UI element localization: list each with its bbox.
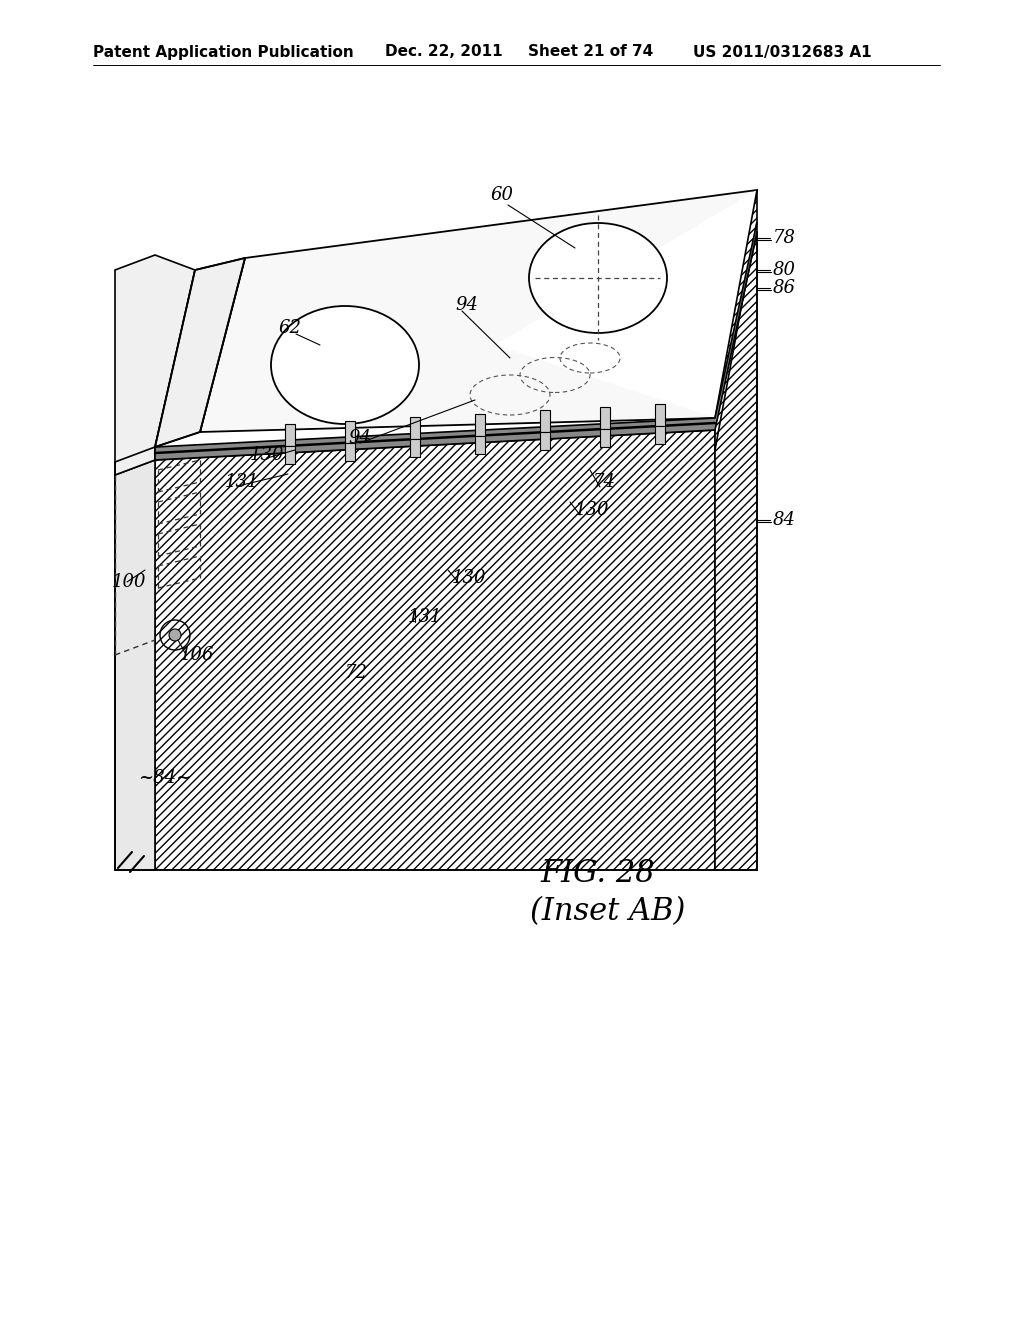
Polygon shape	[540, 432, 550, 450]
Text: 78: 78	[773, 228, 796, 247]
Text: 84: 84	[773, 511, 796, 529]
Polygon shape	[715, 232, 757, 870]
Polygon shape	[540, 411, 550, 432]
Text: (Inset AB): (Inset AB)	[530, 896, 685, 928]
Text: 80: 80	[773, 261, 796, 279]
Ellipse shape	[529, 223, 667, 333]
Polygon shape	[115, 459, 155, 870]
Text: 94: 94	[455, 296, 478, 314]
Polygon shape	[600, 407, 610, 429]
Polygon shape	[345, 421, 355, 442]
Text: ~84~: ~84~	[138, 770, 191, 787]
Polygon shape	[345, 442, 355, 461]
Text: Dec. 22, 2011: Dec. 22, 2011	[385, 45, 503, 59]
Text: 131: 131	[225, 473, 259, 491]
Text: 130: 130	[452, 569, 486, 587]
Ellipse shape	[271, 306, 419, 424]
Polygon shape	[715, 190, 757, 450]
Text: 100: 100	[112, 573, 146, 591]
Text: 86: 86	[773, 279, 796, 297]
Text: 130: 130	[575, 502, 609, 519]
Text: 74: 74	[593, 473, 616, 491]
Text: 62: 62	[278, 319, 301, 337]
Polygon shape	[410, 417, 420, 440]
Polygon shape	[410, 440, 420, 457]
Polygon shape	[285, 446, 295, 463]
Polygon shape	[655, 404, 665, 426]
Polygon shape	[155, 222, 757, 459]
Polygon shape	[155, 430, 715, 870]
Text: 60: 60	[490, 186, 513, 205]
Text: 106: 106	[180, 645, 214, 664]
Text: FIG. 28: FIG. 28	[540, 858, 654, 888]
Text: US 2011/0312683 A1: US 2011/0312683 A1	[693, 45, 871, 59]
Text: Patent Application Publication: Patent Application Publication	[93, 45, 353, 59]
Text: 94: 94	[348, 429, 371, 447]
Polygon shape	[495, 190, 757, 418]
Polygon shape	[475, 413, 485, 436]
Polygon shape	[155, 257, 245, 447]
Text: 131: 131	[408, 609, 442, 626]
Polygon shape	[475, 436, 485, 454]
Circle shape	[169, 630, 181, 642]
Text: 130: 130	[250, 446, 285, 465]
Text: 72: 72	[345, 664, 368, 682]
Polygon shape	[200, 190, 757, 432]
Text: Sheet 21 of 74: Sheet 21 of 74	[528, 45, 653, 59]
Polygon shape	[655, 426, 665, 444]
Polygon shape	[600, 429, 610, 447]
Polygon shape	[285, 424, 295, 446]
Polygon shape	[115, 255, 195, 475]
